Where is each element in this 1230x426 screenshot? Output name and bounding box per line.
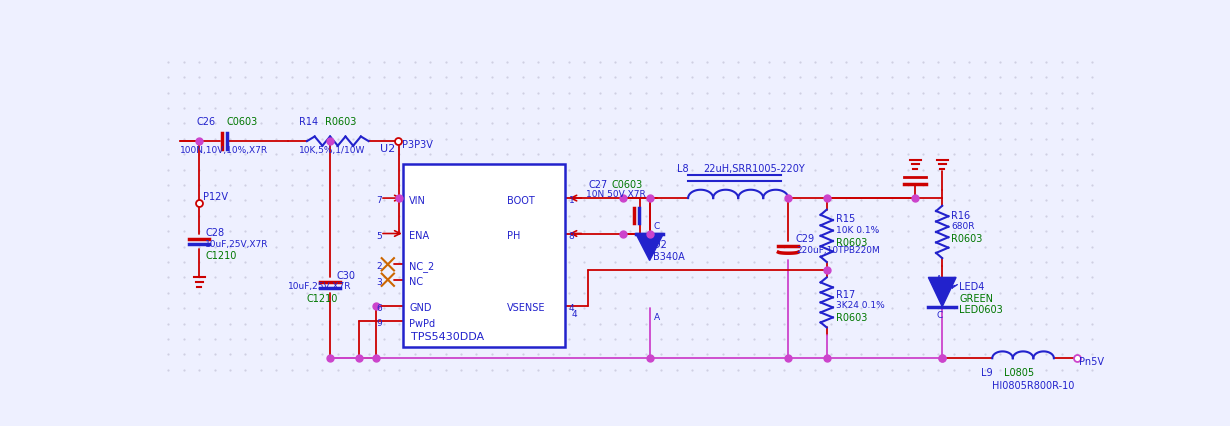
Text: R14: R14 bbox=[299, 117, 319, 127]
Text: C29: C29 bbox=[796, 234, 815, 244]
Text: LED0603: LED0603 bbox=[959, 305, 1002, 315]
Text: NC_2: NC_2 bbox=[410, 261, 434, 272]
Text: R16: R16 bbox=[952, 210, 970, 220]
Text: 2: 2 bbox=[376, 262, 381, 271]
Text: 6: 6 bbox=[376, 303, 381, 312]
Text: 4: 4 bbox=[571, 309, 577, 318]
Text: 10N 50V X7R: 10N 50V X7R bbox=[587, 190, 646, 199]
Text: A: A bbox=[653, 312, 659, 321]
Text: 9: 9 bbox=[376, 319, 381, 328]
Polygon shape bbox=[636, 234, 663, 261]
Polygon shape bbox=[929, 278, 956, 307]
Text: BOOT: BOOT bbox=[507, 195, 535, 205]
Text: R17: R17 bbox=[836, 289, 855, 299]
Text: R0603: R0603 bbox=[952, 233, 983, 243]
Text: 680R: 680R bbox=[952, 222, 975, 230]
Text: L0805: L0805 bbox=[1004, 368, 1034, 377]
Text: C1210: C1210 bbox=[205, 251, 236, 261]
Text: U2: U2 bbox=[380, 143, 395, 153]
Text: C26: C26 bbox=[197, 117, 216, 127]
Text: C: C bbox=[653, 221, 659, 230]
Text: NC: NC bbox=[410, 276, 423, 287]
Text: VSENSE: VSENSE bbox=[507, 303, 546, 313]
Text: 22uH,SRR1005-220Y: 22uH,SRR1005-220Y bbox=[704, 164, 806, 174]
Text: 3: 3 bbox=[376, 277, 381, 286]
Text: TPS5430DDA: TPS5430DDA bbox=[411, 331, 485, 341]
Text: LED4: LED4 bbox=[959, 282, 984, 291]
Text: P3P3V: P3P3V bbox=[402, 140, 433, 150]
Text: 220uF,10TPB220M: 220uF,10TPB220M bbox=[796, 245, 879, 254]
Text: 3K24 0.1%: 3K24 0.1% bbox=[836, 301, 884, 310]
Text: GREEN: GREEN bbox=[959, 293, 993, 303]
Text: 10uF,25V,X7R: 10uF,25V,X7R bbox=[205, 239, 269, 248]
Text: R0603: R0603 bbox=[836, 312, 867, 322]
Text: GND: GND bbox=[410, 303, 432, 313]
Text: C30: C30 bbox=[336, 270, 355, 280]
Text: C27: C27 bbox=[588, 179, 608, 190]
Text: R15: R15 bbox=[836, 214, 855, 224]
Text: B340A: B340A bbox=[653, 251, 685, 261]
Text: 8: 8 bbox=[568, 231, 574, 240]
Text: C28: C28 bbox=[205, 228, 224, 238]
Text: R0603: R0603 bbox=[325, 117, 355, 127]
Text: 5: 5 bbox=[376, 231, 381, 240]
Text: C0603: C0603 bbox=[611, 179, 642, 190]
Text: 4: 4 bbox=[568, 303, 574, 312]
Text: 1: 1 bbox=[568, 196, 574, 204]
Text: C1210: C1210 bbox=[308, 293, 338, 303]
Text: P12V: P12V bbox=[203, 192, 228, 201]
Text: PwPd: PwPd bbox=[410, 318, 435, 328]
Bar bbox=[403, 165, 565, 347]
Text: 10K,5%,1/10W: 10K,5%,1/10W bbox=[299, 146, 365, 155]
Text: C0603: C0603 bbox=[226, 117, 257, 127]
Text: Pn5V: Pn5V bbox=[1079, 356, 1105, 366]
Text: L9: L9 bbox=[980, 368, 993, 377]
Text: PH: PH bbox=[507, 230, 520, 240]
Text: L8: L8 bbox=[676, 164, 689, 174]
Text: 10uF,25V,X7R: 10uF,25V,X7R bbox=[288, 282, 352, 291]
Text: VIN: VIN bbox=[410, 195, 427, 205]
Text: ENA: ENA bbox=[410, 230, 429, 240]
Text: C: C bbox=[936, 311, 942, 320]
Text: 10K 0.1%: 10K 0.1% bbox=[836, 225, 879, 234]
Text: 7: 7 bbox=[376, 196, 381, 204]
Text: A: A bbox=[936, 274, 942, 283]
Text: 100N,10V,10%,X7R: 100N,10V,10%,X7R bbox=[180, 146, 268, 155]
Text: HI0805R800R-10: HI0805R800R-10 bbox=[993, 380, 1075, 390]
Text: D2: D2 bbox=[653, 240, 668, 250]
Text: R0603: R0603 bbox=[836, 237, 867, 247]
